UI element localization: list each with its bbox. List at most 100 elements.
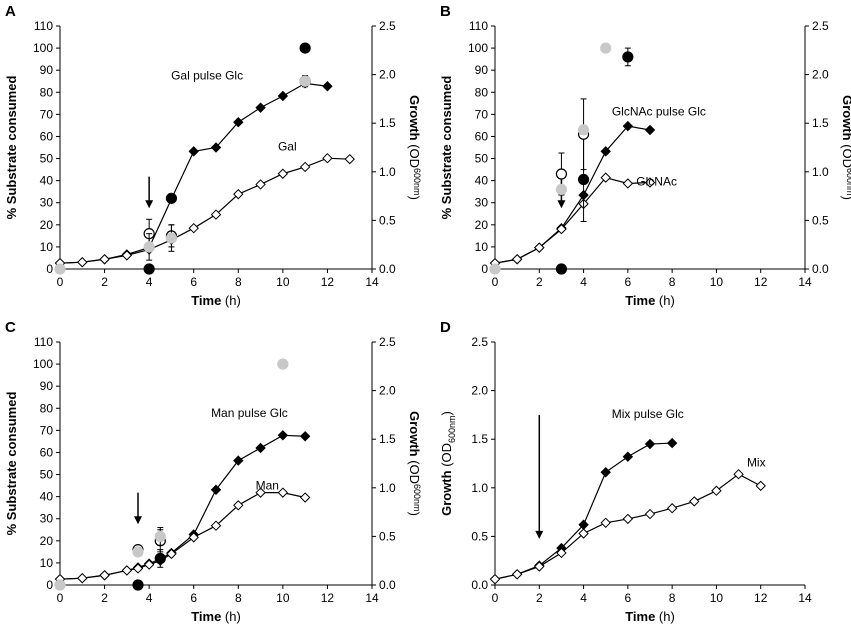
data-point-diamond <box>299 492 311 503</box>
series-line <box>59 157 350 264</box>
data-point-circle <box>132 546 144 558</box>
x-axis-title-unit: (h) <box>655 609 675 624</box>
y-tick-label: 40 <box>40 490 54 504</box>
y-tick-label: 0 <box>46 578 53 592</box>
y-tick-label: 90 <box>40 63 54 77</box>
pulse-arrow-icon <box>145 200 154 209</box>
data-point-diamond <box>644 508 656 520</box>
data-point-diamond <box>666 503 678 514</box>
y-tick-label: 60 <box>40 445 54 459</box>
series-man <box>54 487 311 585</box>
series-label-pulse: GlcNAc pulse Glc <box>612 104 706 118</box>
series-line <box>494 442 673 580</box>
x-tick-label: 2 <box>536 275 543 289</box>
series-line <box>59 492 306 580</box>
x-axis-title: Time (h) <box>625 609 675 624</box>
axes-layer: A0 2 4 6 8 10 12 1401020304050607080901001100.0… <box>4 3 851 624</box>
x-axis-title-main: Time <box>625 609 655 624</box>
y-tick-label: 30 <box>40 196 54 210</box>
y-tick-label: 100 <box>468 41 488 55</box>
growth-title-pre: (OD <box>439 443 454 470</box>
data-point-diamond <box>322 81 333 92</box>
data-point-diamond <box>534 242 545 253</box>
x-axis-title-unit: (h) <box>221 293 241 308</box>
growth-title-pre: (OD <box>407 457 422 484</box>
data-point-diamond <box>188 532 199 543</box>
data-point-diamond <box>210 484 222 495</box>
x-tick-label: 8 <box>235 591 242 605</box>
growth-title-sub: 600nm <box>412 484 422 512</box>
series-gal <box>54 152 355 269</box>
y2-axis-title: Growth (OD600nm) <box>407 95 422 200</box>
x-tick-label: 10 <box>276 275 290 289</box>
x-tick-label: 4 <box>580 275 587 289</box>
data-point-diamond <box>143 559 155 570</box>
data-point-circle <box>577 173 590 186</box>
data-point-diamond <box>299 431 311 442</box>
x-tick-label: 12 <box>754 275 768 289</box>
y2-axis-title: Growth (OD600nm) <box>840 95 851 200</box>
x-tick-label: 6 <box>625 591 632 605</box>
panel-b-data: GlcNAc pulse Glc GlcNAc <box>489 42 706 275</box>
panel-letter: A <box>5 3 16 20</box>
y-tick-label: 100 <box>33 357 53 371</box>
data-point-diamond <box>255 442 266 454</box>
y-tick-label: 2.5 <box>471 335 488 349</box>
data-point-circle <box>600 42 612 54</box>
y2-tick-label: 1.5 <box>379 116 396 130</box>
x-tick-label: 14 <box>365 591 379 605</box>
data-point-diamond <box>233 117 244 128</box>
y-tick-label: 70 <box>475 107 489 121</box>
growth-title-post: ) <box>407 196 422 200</box>
data-point-circle <box>143 241 155 253</box>
data-point-circle <box>165 192 178 204</box>
y2-tick-label: 0.0 <box>379 262 396 276</box>
series-glcnac <box>489 172 656 269</box>
y-tick-label: 100 <box>33 41 53 55</box>
y2-tick-label: 1.5 <box>379 432 396 446</box>
y-tick-label: 110 <box>34 19 53 33</box>
y-tick-label: 1.5 <box>471 432 488 446</box>
data-point-circle <box>555 168 568 180</box>
y2-tick-label: 2.5 <box>379 19 396 33</box>
x-tick-label: 12 <box>754 591 768 605</box>
y2-tick-label: 2.0 <box>379 68 396 82</box>
series-glucose-consumed-pulse- <box>143 42 311 275</box>
data-layer: Gal pulse Glc Gal GlcNAc pulse Glc GlcNAc Ma… <box>54 42 766 591</box>
y-tick-label: 90 <box>40 379 54 393</box>
data-point-circle <box>299 75 311 87</box>
series-glcnac-pulse-glc <box>489 120 656 269</box>
data-point-diamond <box>733 468 744 480</box>
y-tick-label: 40 <box>475 174 489 188</box>
y-tick-label: 50 <box>475 152 489 166</box>
growth-title-post: ) <box>840 196 851 200</box>
data-point-circle <box>555 183 568 196</box>
x-tick-label: 10 <box>710 591 724 605</box>
x-tick-label: 14 <box>365 275 379 289</box>
panel-a: A 0 2 4 6 8 10 12 14 0 10 20 30 40 50 60 70 80 90 100 110 0.0… <box>4 3 422 308</box>
x-tick-label: 10 <box>276 591 290 605</box>
x-tick-label: 12 <box>321 591 335 605</box>
data-point-circle <box>555 263 568 275</box>
data-point-diamond <box>277 90 289 102</box>
x-tick-label: 4 <box>580 591 587 605</box>
y-tick-label: 1.0 <box>471 481 488 495</box>
y-tick-label: 110 <box>469 19 488 33</box>
y-tick-label: 90 <box>475 63 489 77</box>
x-tick-label: 8 <box>669 591 676 605</box>
x-tick-label: 6 <box>190 275 197 289</box>
series-label-pulse: Mix pulse Glc <box>612 407 684 421</box>
x-tick-label: 2 <box>536 591 543 605</box>
data-point-diamond <box>511 569 523 580</box>
data-point-diamond <box>600 172 611 183</box>
x-axis-title-unit: (h) <box>655 293 675 308</box>
y-tick-label: 60 <box>40 129 54 143</box>
panel-c: C 0 2 4 6 8 10 12 14 0 10 20 30 40 50 60 70 80 90 100 110 0.0… <box>4 319 422 624</box>
data-point-diamond <box>644 177 656 188</box>
y-tick-label: 0.0 <box>471 578 488 592</box>
x-tick-label: 6 <box>625 275 632 289</box>
series-label-pulse: Man pulse Glc <box>211 406 288 420</box>
data-point-circle <box>299 42 311 54</box>
y-tick-label: 0 <box>481 262 488 276</box>
data-point-diamond <box>644 124 656 136</box>
